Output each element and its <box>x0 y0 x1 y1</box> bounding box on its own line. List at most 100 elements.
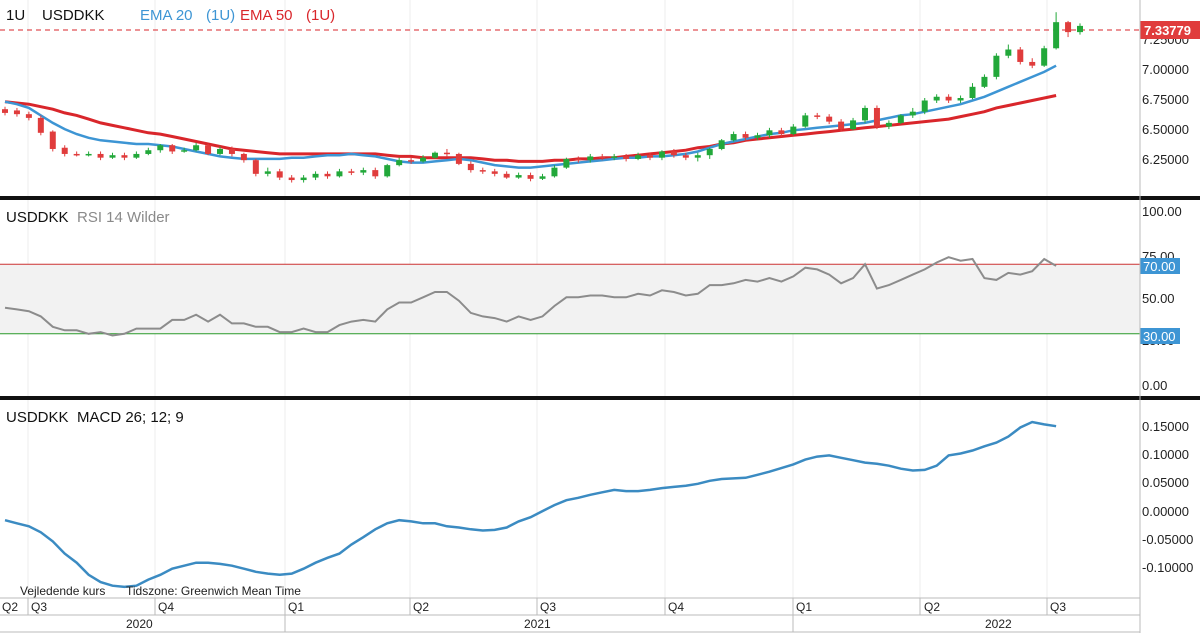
candle-body <box>909 111 916 116</box>
candle-body <box>25 114 32 118</box>
candle <box>802 112 809 128</box>
candle <box>109 152 116 159</box>
rsi-symbol[interactable]: USDDKK <box>6 209 69 226</box>
candle-body <box>838 121 845 130</box>
candle <box>850 117 857 131</box>
candle <box>838 119 845 132</box>
data-source-note: Vejledende kurs <box>20 584 105 598</box>
candle-body <box>193 145 200 151</box>
candle <box>1029 58 1036 69</box>
candle <box>754 132 761 141</box>
rsi-indicator-name[interactable]: RSI 14 Wilder <box>77 209 170 226</box>
candle <box>336 168 343 178</box>
candle-body <box>324 173 331 177</box>
candle <box>658 150 665 161</box>
ema20-legend-interval: (1U) <box>206 7 235 24</box>
candle <box>312 171 319 181</box>
candle <box>933 94 940 103</box>
candle <box>706 147 713 159</box>
ema20-line <box>4 64 1057 169</box>
macd-symbol[interactable]: USDDKK <box>6 409 69 426</box>
candle <box>372 167 379 179</box>
candle-body <box>850 120 857 130</box>
macd-indicator-name[interactable]: MACD 26; 12; 9 <box>77 409 184 426</box>
candle-body <box>109 155 116 158</box>
candle <box>718 139 725 151</box>
candle-body <box>503 173 510 178</box>
year-label: 2021 <box>524 617 551 631</box>
candle-body <box>252 160 259 174</box>
candle <box>945 94 952 103</box>
candle-body <box>658 151 665 158</box>
macd-gridlines <box>27 400 1048 598</box>
candle-body <box>742 134 749 138</box>
candle <box>623 153 630 162</box>
candle <box>969 83 976 100</box>
rsi-tick: 100.00 <box>1142 204 1182 219</box>
candle-body <box>157 145 164 151</box>
candle <box>384 163 391 178</box>
candle-body <box>969 86 976 98</box>
candle <box>49 130 56 152</box>
candle <box>2 106 8 116</box>
candle-body <box>455 153 462 164</box>
candle-body <box>169 145 176 152</box>
price-symbol[interactable]: USDDKK <box>42 7 105 24</box>
candle-body <box>240 153 247 161</box>
candle-body <box>527 175 534 179</box>
candle <box>730 131 737 142</box>
candle <box>766 127 773 138</box>
candle <box>240 152 247 163</box>
panel-divider[interactable] <box>0 196 1200 200</box>
candle-body <box>420 157 427 162</box>
candle-body <box>276 171 283 178</box>
candle <box>228 146 235 157</box>
candle-body <box>228 148 235 154</box>
candle <box>443 148 450 157</box>
candle-body <box>635 155 642 159</box>
panel-divider[interactable] <box>0 396 1200 400</box>
candle-body <box>778 130 785 135</box>
candle <box>276 168 283 181</box>
candle <box>670 148 677 158</box>
quarter-label: Q2 <box>924 600 940 614</box>
price-axis: 7.25000 7.00000 6.75000 6.50000 6.25000 <box>1142 32 1189 167</box>
price-tick: 6.75000 <box>1142 92 1189 107</box>
candle <box>169 144 176 154</box>
candle <box>73 151 80 157</box>
time-axis: Q2 Q3 Q4 Q1 Q2 Q3 Q4 Q1 Q2 Q3 2020 2021 … <box>0 0 1141 633</box>
candle <box>217 146 223 156</box>
candle-body <box>814 115 821 117</box>
candle-body <box>515 175 522 178</box>
candle-body <box>993 55 1000 77</box>
candle-body <box>1029 61 1036 66</box>
candle <box>682 152 689 161</box>
candle <box>360 167 367 176</box>
quarter-label: Q1 <box>796 600 812 614</box>
candle <box>133 151 140 159</box>
rsi-axis: 100.00 75.00 50.00 25.00 0.00 <box>1142 204 1182 393</box>
candle-body <box>408 160 415 162</box>
candle-body <box>718 140 725 149</box>
price-interval[interactable]: 1U <box>6 7 25 24</box>
candle-body <box>1041 48 1048 66</box>
candle-body <box>754 135 761 138</box>
candle <box>396 157 403 167</box>
candle <box>25 111 32 121</box>
candle <box>814 112 821 120</box>
candle <box>862 105 868 123</box>
quarter-label: Q2 <box>413 600 429 614</box>
ema50-legend-interval: (1U) <box>306 7 335 24</box>
candle-body <box>49 131 56 149</box>
ema20-legend[interactable]: EMA 20 <box>140 7 193 24</box>
candle <box>897 114 904 125</box>
candle <box>1041 45 1048 67</box>
ema50-legend[interactable]: EMA 50 <box>240 7 293 24</box>
candle-body <box>897 115 904 123</box>
candle <box>467 161 474 173</box>
candle-body <box>491 171 498 174</box>
quarter-label: Q4 <box>158 600 174 614</box>
candle-body <box>479 170 486 172</box>
candle <box>157 144 164 153</box>
